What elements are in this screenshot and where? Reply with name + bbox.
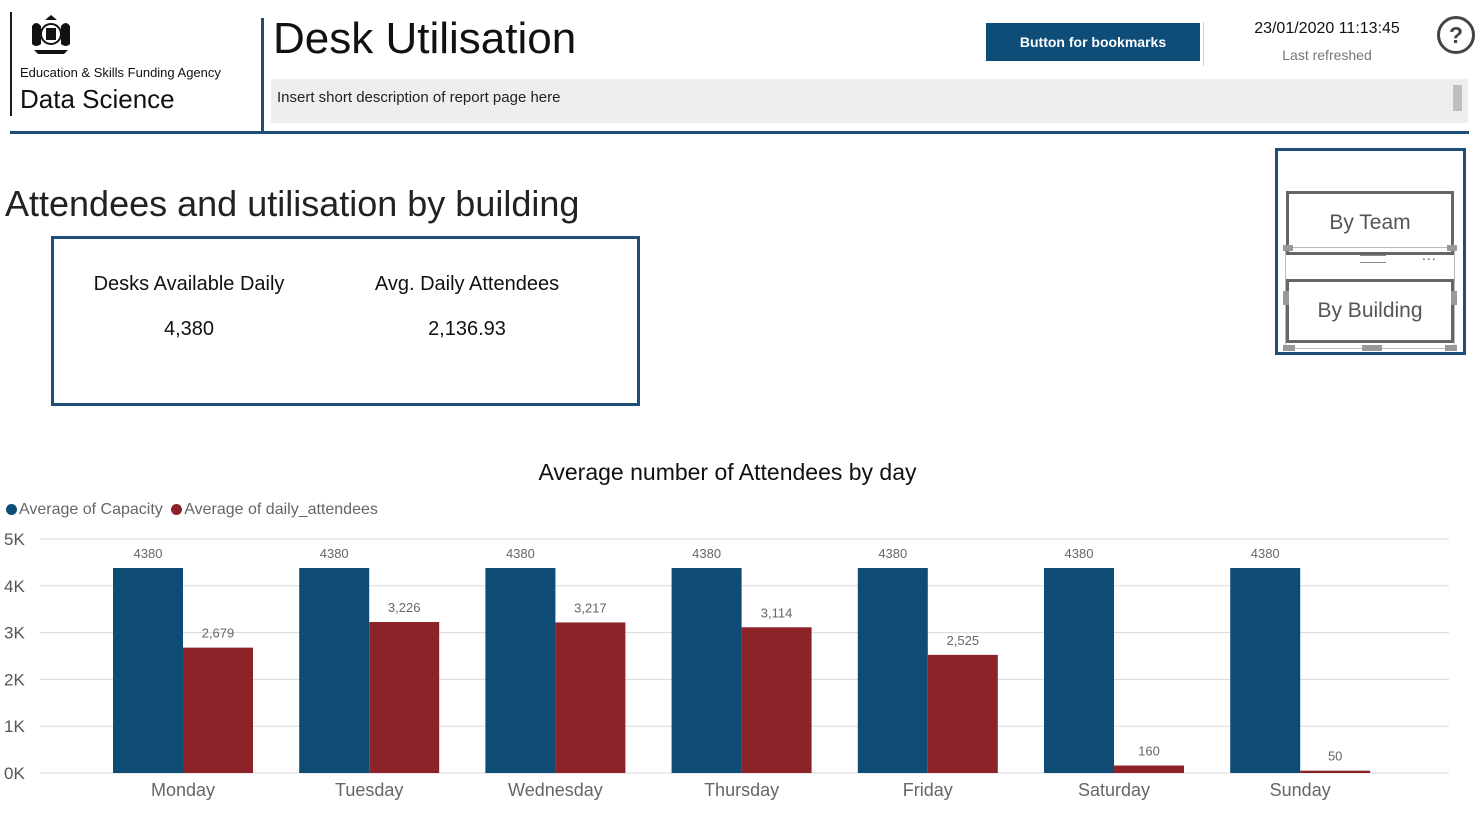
page-title: Desk Utilisation	[273, 14, 577, 63]
refresh-label: Last refreshed	[1282, 47, 1372, 63]
data-label: 160	[1138, 744, 1160, 759]
bar-chart: 0K 1K 2K 3K 4K 5K 4380 2,679 Monday 4380 3,226 Tues…	[4, 530, 1449, 800]
bar-attendees[interactable]	[369, 622, 440, 773]
x-tick-label: Saturday	[1078, 780, 1150, 800]
resize-handle[interactable]	[1283, 345, 1295, 351]
legend-item-capacity[interactable]: Average of Capacity	[6, 501, 163, 519]
y-tick-label: 1K	[4, 717, 25, 736]
y-tick-label: 2K	[4, 670, 25, 689]
title-divider	[261, 18, 264, 131]
resize-handle[interactable]	[1283, 245, 1293, 251]
data-label: 2,679	[202, 626, 235, 641]
chart-legend: Average of Capacity Average of daily_att…	[6, 501, 382, 519]
kpi-label: Desks Available Daily	[93, 273, 285, 295]
data-label: 4380	[1251, 546, 1280, 561]
bar-capacity[interactable]	[671, 568, 742, 773]
bar-capacity[interactable]	[1044, 568, 1114, 773]
resize-handle[interactable]	[1283, 291, 1289, 305]
x-tick-label: Wednesday	[508, 780, 603, 800]
view-navigator: By Team By Building ...	[1275, 148, 1466, 355]
legend-label: Average of Capacity	[19, 501, 163, 518]
bar-capacity[interactable]	[485, 568, 556, 773]
description-text: Insert short description of report page …	[277, 89, 561, 106]
by-team-button[interactable]: By Team	[1286, 191, 1454, 255]
x-tick-label: Tuesday	[335, 780, 403, 800]
bar-capacity[interactable]	[1230, 568, 1301, 773]
kpi-desks-available: Desks Available Daily 4,380	[69, 273, 309, 341]
description-scrollbar[interactable]	[1453, 85, 1462, 111]
kpi-value: 4,380	[163, 318, 215, 340]
header-divider	[1203, 22, 1204, 66]
y-tick-label: 4K	[4, 577, 25, 596]
bar-attendees[interactable]	[741, 627, 812, 773]
resize-handle[interactable]	[1362, 345, 1382, 351]
data-label: 2,525	[947, 633, 980, 648]
resize-handle[interactable]	[1447, 245, 1457, 251]
x-tick-label: Sunday	[1270, 780, 1331, 800]
logo-area: Education & Skills Funding Agency Data S…	[10, 12, 260, 120]
y-tick-label: 3K	[4, 624, 25, 643]
refresh-timestamp: 23/01/2020 11:13:45	[1254, 20, 1400, 37]
data-label: 50	[1328, 749, 1342, 764]
y-tick-label: 0K	[4, 764, 25, 783]
y-tick-label: 5K	[4, 530, 25, 549]
bookmarks-button[interactable]: Button for bookmarks	[986, 23, 1200, 61]
legend-dot-icon	[6, 504, 17, 515]
data-label: 4380	[692, 546, 721, 561]
legend-dot-icon	[171, 504, 183, 515]
legend-item-attendees[interactable]: Average of daily_attendees	[171, 501, 378, 519]
bar-capacity[interactable]	[113, 568, 183, 773]
bar-attendees[interactable]	[555, 622, 626, 773]
more-options-icon[interactable]: ...	[1422, 247, 1437, 263]
bar-capacity[interactable]	[299, 568, 370, 773]
data-label: 4380	[134, 546, 163, 561]
data-label: 3,217	[574, 600, 607, 615]
data-label: 4380	[878, 546, 907, 561]
bar-attendees[interactable]	[1300, 770, 1371, 773]
chart-title: Average number of Attendees by day	[538, 459, 917, 485]
kpi-value: 2,136.93	[428, 318, 506, 340]
header-underline	[10, 131, 1469, 134]
kpi-avg-attendees: Avg. Daily Attendees 2,136.93	[347, 273, 587, 341]
help-icon[interactable]: ?	[1437, 16, 1475, 54]
data-label: 3,226	[388, 600, 421, 615]
bar-attendees[interactable]	[927, 654, 998, 773]
x-tick-label: Monday	[151, 780, 215, 800]
resize-handle[interactable]	[1445, 345, 1457, 351]
bar-attendees[interactable]	[183, 647, 253, 773]
royal-crest-icon	[32, 15, 70, 54]
x-tick-label: Friday	[903, 780, 953, 800]
bar-capacity[interactable]	[857, 568, 928, 773]
team-name: Data Science	[20, 84, 175, 114]
data-label: 4380	[506, 546, 535, 561]
data-label: 4380	[320, 546, 349, 561]
resize-handle[interactable]	[1451, 291, 1457, 305]
data-label: 3,114	[761, 605, 793, 620]
x-tick-label: Thursday	[704, 780, 779, 800]
kpi-label: Avg. Daily Attendees	[374, 273, 560, 295]
by-building-button[interactable]: By Building	[1286, 279, 1454, 343]
kpi-card: Desks Available Daily 4,380 Avg. Daily A…	[51, 236, 640, 406]
description-box: Insert short description of report page …	[271, 79, 1468, 123]
agency-name: Education & Skills Funding Agency	[20, 65, 221, 80]
drag-handle-icon[interactable]	[1360, 255, 1386, 263]
logo-divider	[10, 12, 12, 116]
section-title: Attendees and utilisation by building	[5, 183, 580, 224]
data-label: 4380	[1065, 546, 1094, 561]
legend-label: Average of daily_attendees	[184, 501, 378, 518]
bar-attendees[interactable]	[1114, 765, 1184, 773]
